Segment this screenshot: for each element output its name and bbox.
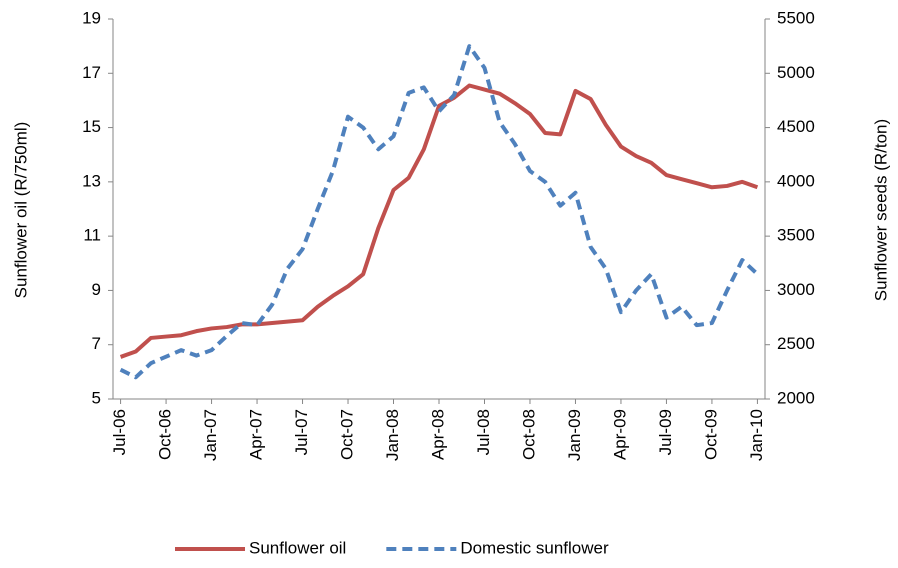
x-tick-label: Apr-07 (247, 409, 266, 460)
y2-tick-label: 3000 (777, 280, 815, 299)
x-tick-label: Apr-09 (610, 409, 629, 460)
y-tick-label: 15 (82, 117, 101, 136)
y-tick-label: 13 (82, 171, 101, 190)
x-tick-label: Jan-10 (747, 409, 766, 461)
y-tick-label: 17 (82, 63, 101, 82)
y2-tick-label: 4000 (777, 171, 815, 190)
x-tick-label: Oct-09 (701, 409, 720, 460)
y2-axis-title: Sunflower seeds (R/ton) (871, 119, 890, 301)
y2-tick-label: 5000 (777, 63, 815, 82)
legend-label: Domestic sunflower (460, 538, 609, 557)
y2-tick-label: 2000 (777, 388, 815, 407)
legend-label: Sunflower oil (249, 538, 346, 557)
y2-tick-label: 4500 (777, 117, 815, 136)
y2-tick-label: 2500 (777, 334, 815, 353)
x-tick-label: Jul-08 (474, 409, 493, 455)
x-tick-label: Oct-06 (156, 409, 175, 460)
x-tick-label: Jan-08 (383, 409, 402, 461)
y-tick-label: 7 (92, 334, 101, 353)
y-tick-label: 19 (82, 8, 101, 27)
x-tick-label: Jul-09 (656, 409, 675, 455)
y-tick-label: 5 (92, 388, 101, 407)
x-tick-label: Apr-08 (428, 409, 447, 460)
series-line (119, 83, 759, 359)
y2-tick-label: 5500 (777, 8, 815, 27)
y-axis-title: Sunflower oil (R/750ml) (11, 122, 30, 299)
x-tick-label: Jul-06 (110, 409, 129, 455)
y2-tick-label: 3500 (777, 226, 815, 245)
y-tick-label: 11 (83, 226, 101, 245)
x-tick-label: Oct-08 (519, 409, 538, 460)
x-tick-label: Jul-07 (292, 409, 311, 455)
x-tick-label: Jan-09 (565, 409, 584, 461)
x-tick-label: Jan-07 (201, 409, 220, 461)
y-tick-label: 9 (92, 280, 101, 299)
x-tick-label: Oct-07 (338, 409, 357, 460)
